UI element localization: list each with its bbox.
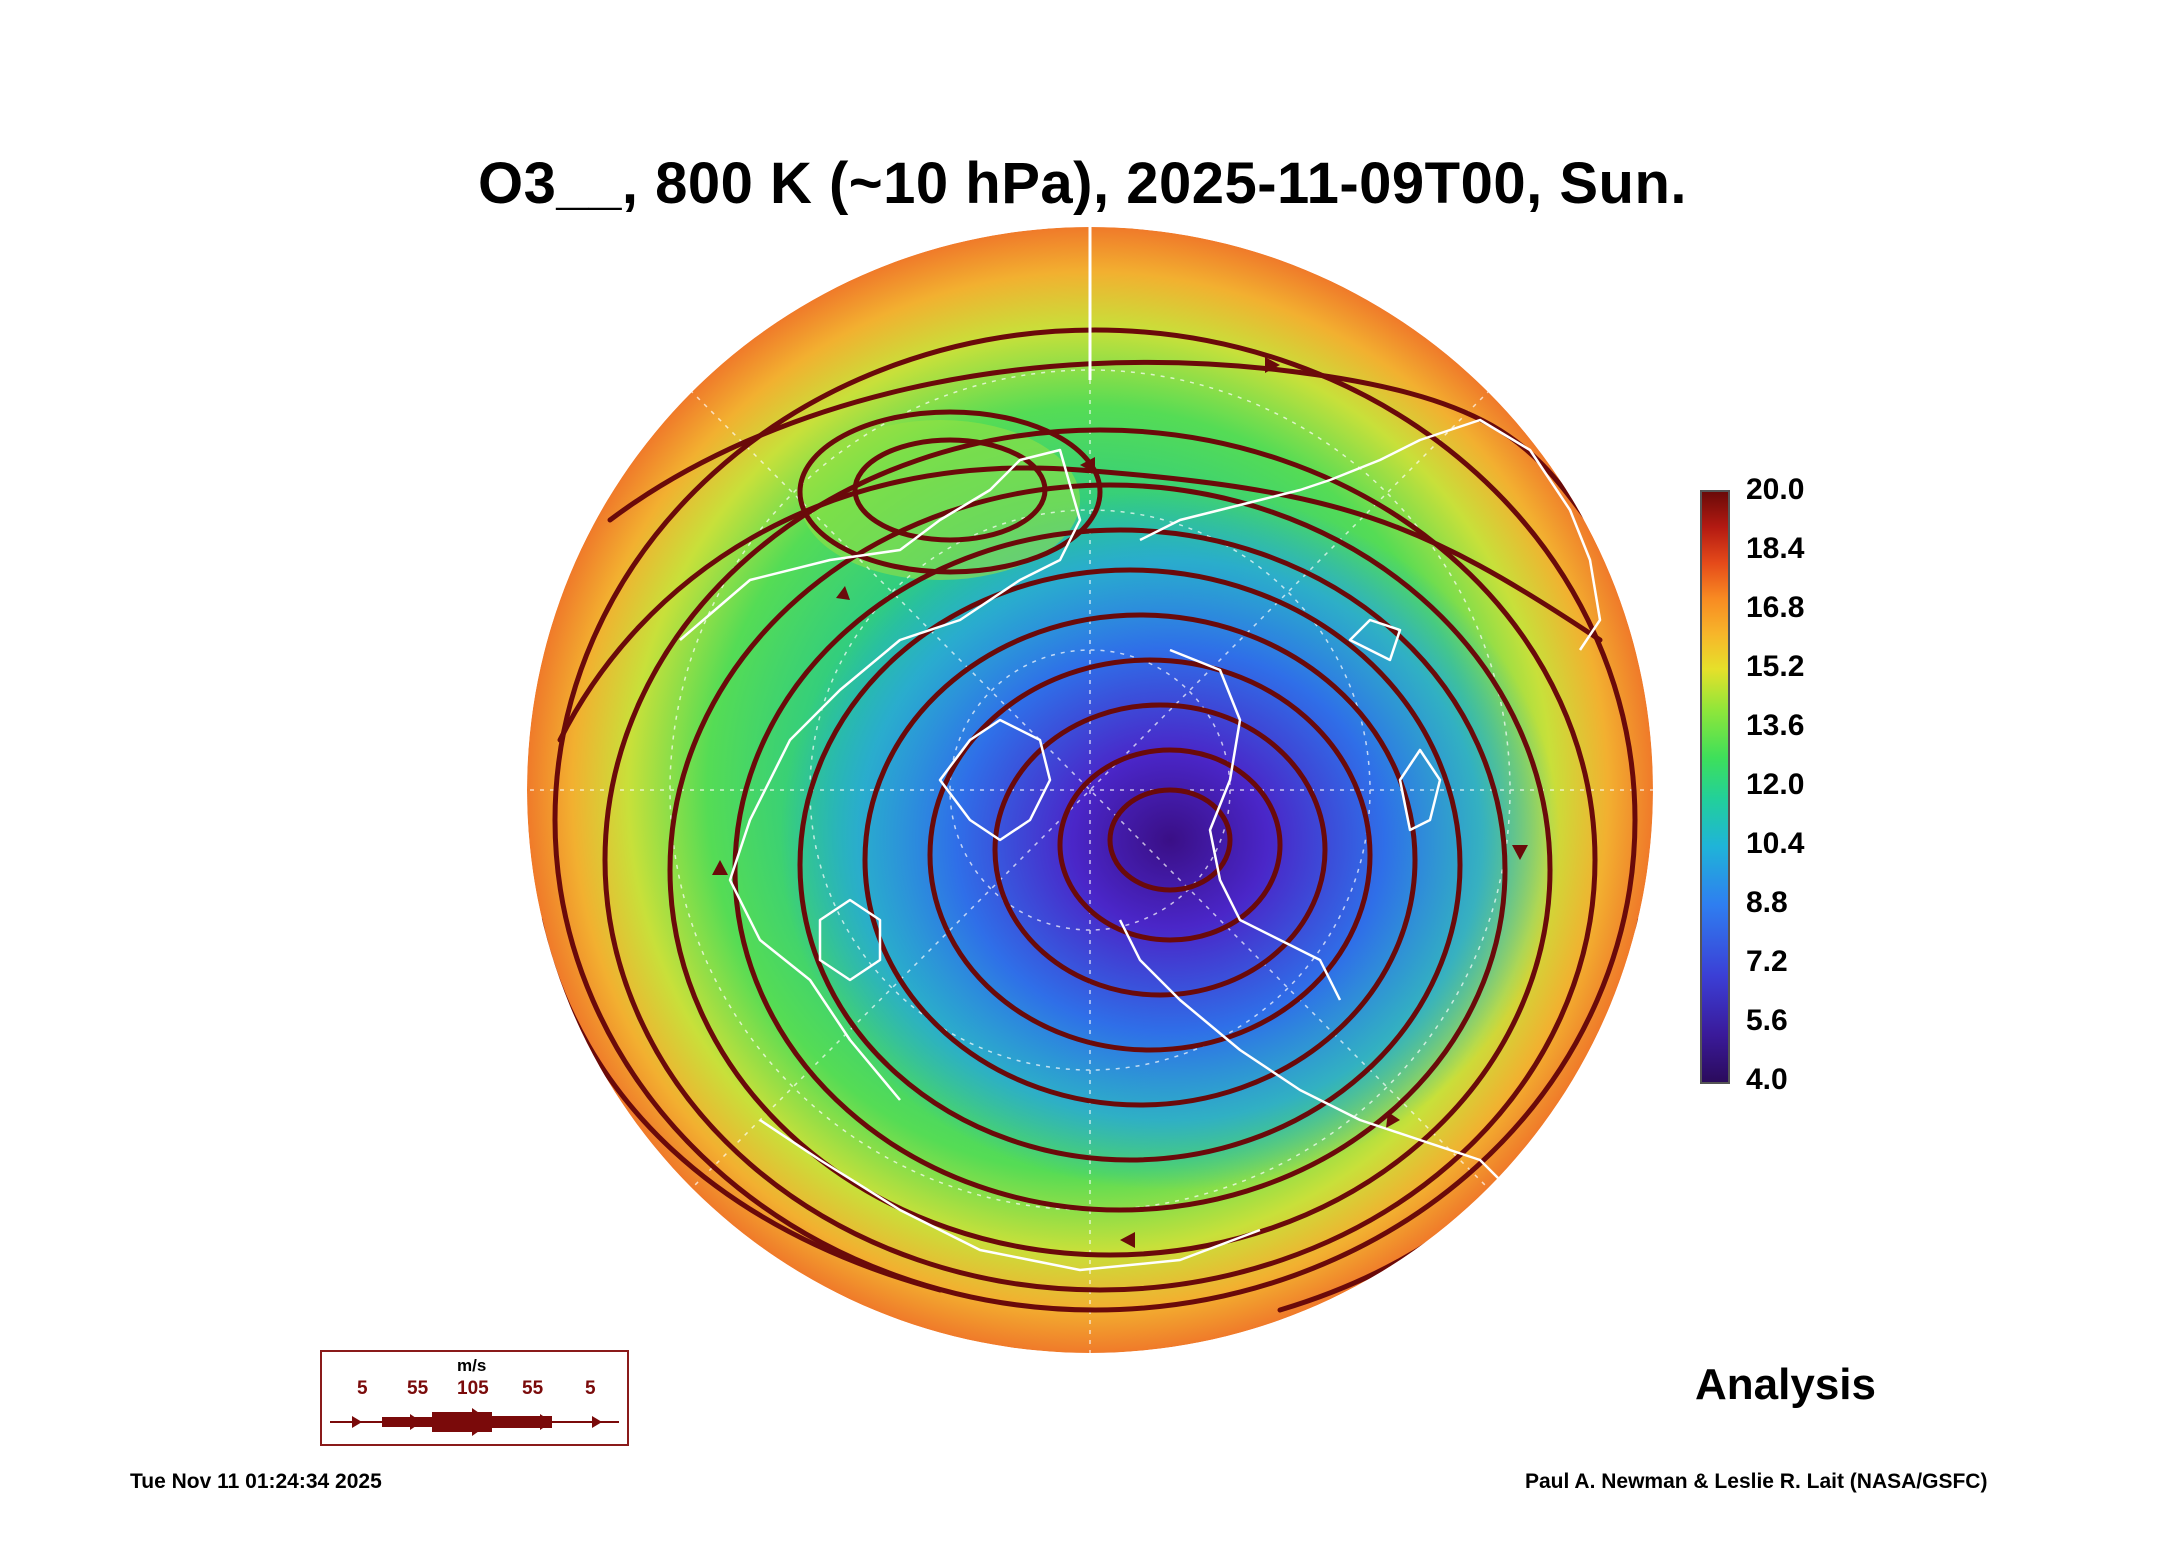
colorbar-tick-label: 12.0 [1746, 768, 1805, 801]
streamline-arrows [712, 357, 1528, 1248]
colorbar-tick-label: 16.8 [1746, 591, 1805, 624]
colorbar-tick-label: 13.6 [1746, 709, 1805, 742]
coastlines [679, 418, 1602, 1272]
colorbar-tick-label: 5.6 [1746, 1004, 1788, 1037]
wind-value-label: 55 [407, 1378, 429, 1399]
wind-streamlines [537, 327, 1643, 1313]
map-title: O3__, 800 K (~10 hPa), 2025-11-09T00, Su… [477, 151, 1688, 216]
wind-value-label: 5 [585, 1378, 596, 1399]
polar-ozone-map [527, 220, 1653, 1353]
analysis-label: Analysis [1695, 1360, 1876, 1409]
wind-value-label: 105 [457, 1378, 489, 1399]
colorbar-tick-label: 4.0 [1746, 1063, 1788, 1096]
wind-value-label: 55 [522, 1378, 544, 1399]
credit-line: Paul A. Newman & Leslie R. Lait (NASA/GS… [1525, 1470, 1988, 1493]
graticule [527, 227, 1653, 1353]
timestamp: Tue Nov 11 01:24:34 2025 [130, 1470, 382, 1493]
colorbar-tick-label: 7.2 [1746, 945, 1788, 978]
wind-scale-arrows [330, 1408, 619, 1436]
wind-value-label: 5 [357, 1378, 368, 1399]
wind-speed-legend: m/s 5 55 105 55 5 [320, 1350, 629, 1446]
colorbar-gradient [1700, 490, 1730, 1084]
colorbar-tick-label: 20.0 [1746, 473, 1805, 506]
colorbar-tick-label: 8.8 [1746, 886, 1788, 919]
wind-unit-label: m/s [457, 1356, 487, 1375]
colorbar-tick-label: 15.2 [1746, 650, 1805, 683]
colorbar-tick-label: 18.4 [1746, 532, 1805, 565]
colorbar-tick-label: 10.4 [1746, 827, 1805, 860]
